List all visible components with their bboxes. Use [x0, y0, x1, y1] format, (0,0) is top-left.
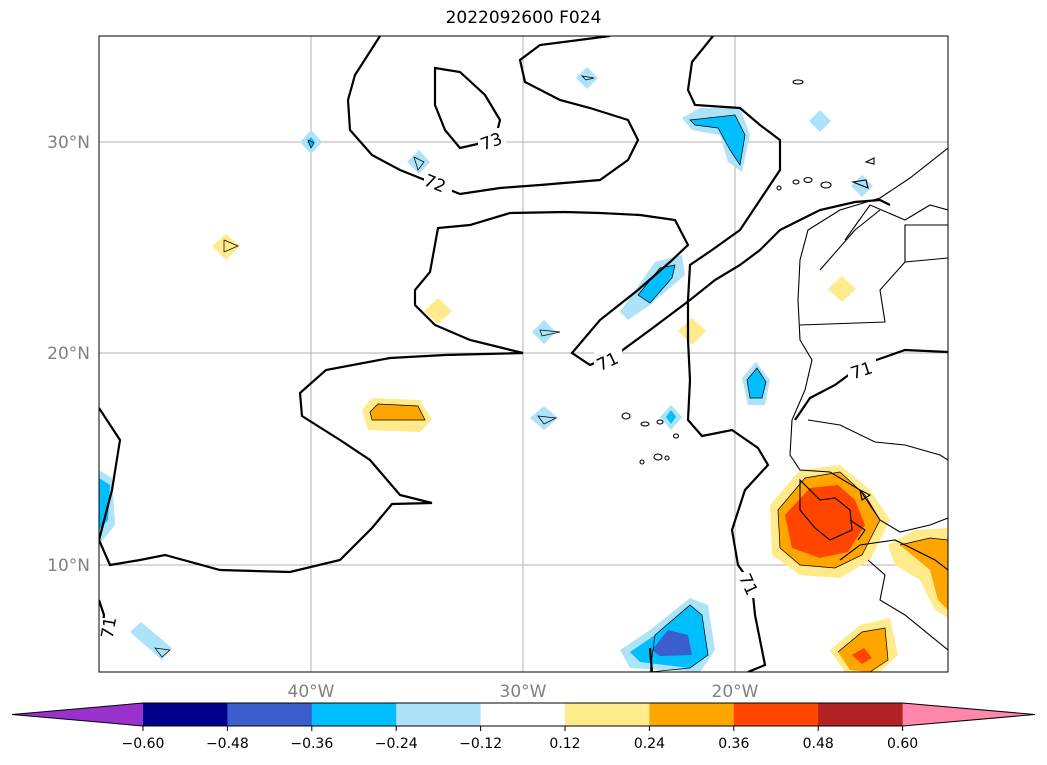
contour-71-west	[99, 198, 891, 574]
contour-71-east	[686, 36, 782, 672]
colorbar-tick-label: 0.12	[549, 736, 580, 752]
colorbar-extend-low	[12, 703, 143, 726]
colorbar-tick-label: −0.36	[290, 736, 333, 752]
colorbar-extend-high	[902, 703, 1035, 726]
map-title: 2022092600 F024	[445, 8, 602, 28]
lat-label-30n: 30°N	[47, 133, 90, 153]
colorbar-tick-label: 0.24	[634, 736, 665, 752]
anomaly-shading	[99, 67, 948, 672]
map-frame	[98, 35, 949, 673]
colorbar-tick-label: 0.36	[718, 736, 749, 752]
colorbar-segment	[565, 703, 650, 726]
anomaly-outlines	[154, 75, 948, 672]
colorbar-segment	[143, 703, 228, 726]
colorbar-segment	[733, 703, 819, 726]
lat-label-20n: 20°N	[47, 344, 90, 364]
colorbar-segment	[227, 703, 313, 726]
gridlines	[99, 36, 948, 672]
coastlines	[621, 79, 948, 651]
colorbar-tick-label: 0.60	[887, 736, 918, 752]
contour-label-71-d: 71	[98, 615, 121, 640]
lon-label-20w: 20°W	[712, 682, 759, 702]
contour-72	[346, 36, 640, 196]
colorbar-tick-label: −0.60	[122, 736, 165, 752]
colorbar: −0.60 −0.48 −0.36 −0.24 −0.12 0.12 0.24 0.36 0.4…	[11, 702, 1036, 752]
colorbar-tick-label: −0.24	[375, 736, 418, 752]
colorbar-tick-label: −0.12	[459, 736, 502, 752]
colorbar-segment	[311, 703, 397, 726]
colorbar-tick-label: −0.48	[206, 736, 249, 752]
colorbar-segment	[396, 703, 482, 726]
colorbar-segment	[649, 703, 735, 726]
lon-label-40w: 40°W	[288, 682, 335, 702]
colorbar-segment	[818, 703, 904, 726]
colorbar-segment	[480, 703, 566, 726]
colorbar-tick-label: 0.48	[803, 736, 834, 752]
lat-label-10n: 10°N	[47, 556, 90, 576]
contour-lines	[99, 36, 948, 672]
lon-label-30w: 30°W	[500, 682, 547, 702]
